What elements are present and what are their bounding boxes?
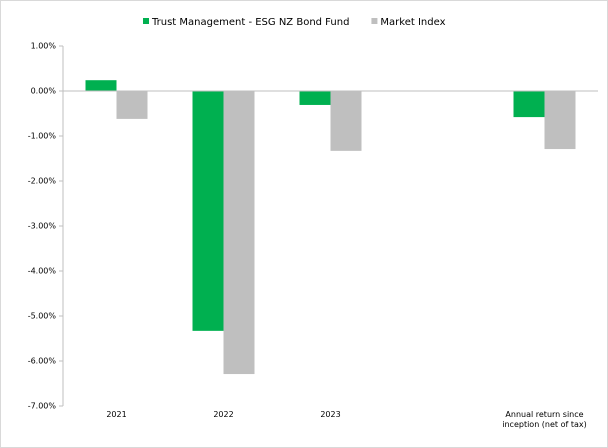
legend-label: Market Index [380, 17, 445, 28]
legend-label: Trust Management - ESG NZ Bond Fund [151, 17, 349, 28]
bar [513, 91, 545, 118]
y-tick-label: -2.00% [28, 177, 57, 186]
y-tick-label: -4.00% [28, 267, 57, 276]
bar [299, 91, 331, 105]
y-tick-label: -3.00% [28, 222, 57, 231]
x-tick-label: 2023 [320, 410, 341, 419]
y-tick-label: -7.00% [28, 402, 57, 411]
y-tick-label: -1.00% [28, 132, 57, 141]
bar [544, 91, 576, 150]
x-tick-label: Annual return since inception (net of ta… [502, 410, 587, 429]
y-tick-label: 0.00% [31, 87, 57, 96]
bar [85, 80, 117, 91]
bar [223, 91, 255, 375]
y-tick-label: -6.00% [28, 357, 57, 366]
legend-swatch [371, 18, 378, 24]
y-tick-label: 1.00% [31, 42, 57, 51]
x-tick-label: 2022 [213, 410, 234, 419]
y-tick-label: -5.00% [28, 312, 57, 321]
bar [192, 91, 224, 331]
bar [330, 91, 362, 151]
x-tick-label: 2021 [106, 410, 127, 419]
legend-swatch [143, 18, 149, 24]
bar [116, 91, 148, 119]
